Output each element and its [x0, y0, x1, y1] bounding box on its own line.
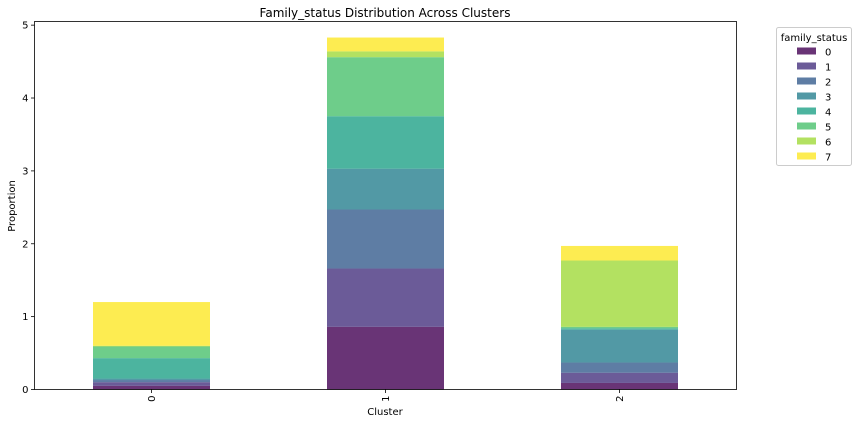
bar-segment-cluster-0-status-3: [93, 378, 210, 381]
bar-segment-cluster-0-status-2: [93, 380, 210, 383]
legend-label-5: 5: [825, 123, 831, 134]
legend-label-4: 4: [825, 108, 831, 119]
bar-segment-cluster-1-status-2: [327, 209, 444, 269]
x-axis: 0 1 2: [147, 389, 626, 402]
legend-swatch-5: [797, 122, 816, 130]
bar-segment-cluster-1-status-5: [327, 57, 444, 117]
legend-title: family_status: [781, 33, 848, 44]
bar-segment-cluster-1-status-3: [327, 168, 444, 210]
y-axis: 0 1 2 3 4 5: [22, 21, 35, 396]
bar-segment-cluster-0-status-1: [93, 382, 210, 386]
bar-segment-cluster-0-status-7: [93, 302, 210, 346]
legend-label-3: 3: [825, 93, 831, 104]
bar-segment-cluster-1-status-0: [327, 326, 444, 390]
chart-title: Family_status Distribution Across Cluste…: [260, 6, 511, 20]
bar-segment-cluster-2-status-1: [561, 372, 678, 383]
y-tick-label: 1: [22, 312, 28, 323]
bar-segment-cluster-0-status-6: [93, 345, 210, 347]
bar-segment-cluster-2-status-4: [561, 328, 678, 330]
bars-layer: [93, 37, 678, 390]
legend-label-2: 2: [825, 78, 831, 89]
bar-segment-cluster-1-status-6: [327, 51, 444, 58]
bar-segment-cluster-0-status-0: [93, 385, 210, 390]
y-tick-label: 0: [22, 385, 28, 396]
legend-swatch-3: [797, 92, 816, 100]
bar-segment-cluster-0-status-4: [93, 358, 210, 379]
legend-items: 0 1 2 3 4 5 6 7: [797, 47, 831, 164]
bar-segment-cluster-1-status-4: [327, 116, 444, 169]
legend-swatch-6: [797, 137, 816, 145]
bar-segment-cluster-2-status-3: [561, 329, 678, 363]
x-axis-label: Cluster: [367, 407, 403, 418]
bar-segment-cluster-0-status-5: [93, 346, 210, 359]
x-tick-label: 2: [615, 396, 626, 402]
bar-segment-cluster-2-status-5: [561, 326, 678, 329]
legend-swatch-0: [797, 47, 816, 55]
bar-segment-cluster-2-status-7: [561, 245, 678, 261]
x-tick-label: 0: [147, 396, 158, 402]
bar-segment-cluster-1-status-1: [327, 268, 444, 327]
legend-swatch-1: [797, 62, 816, 70]
y-tick-label: 3: [22, 166, 28, 177]
legend-swatch-7: [797, 152, 816, 160]
bar-segment-cluster-2-status-2: [561, 362, 678, 373]
bar-segment-cluster-2-status-0: [561, 382, 678, 390]
legend-label-6: 6: [825, 138, 831, 149]
y-tick-label: 5: [22, 21, 28, 32]
bar-segment-cluster-2-status-6: [561, 260, 678, 327]
legend-swatch-4: [797, 107, 816, 115]
legend-label-0: 0: [825, 48, 831, 59]
legend-swatch-2: [797, 77, 816, 85]
legend: family_status 0 1 2 3 4 5 6 7: [776, 27, 852, 166]
legend-label-7: 7: [825, 153, 831, 164]
y-tick-label: 4: [22, 94, 28, 105]
legend-label-1: 1: [825, 63, 831, 74]
y-axis-label: Proportion: [7, 180, 18, 232]
y-tick-label: 2: [22, 239, 28, 250]
x-tick-label: 1: [381, 396, 392, 402]
bar-segment-cluster-1-status-7: [327, 37, 444, 52]
